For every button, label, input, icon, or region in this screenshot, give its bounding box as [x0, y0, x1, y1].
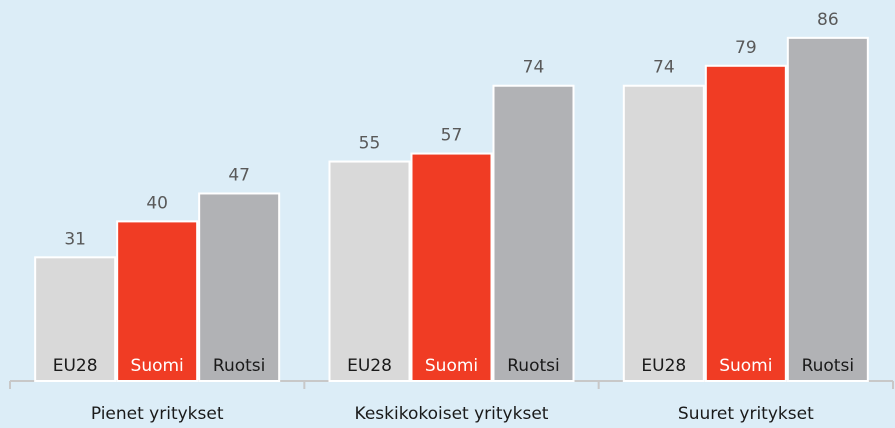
series-label: Suomi [131, 356, 184, 376]
bar [328, 160, 411, 382]
series-label: Ruotsi [213, 356, 265, 376]
value-label: 79 [735, 38, 757, 58]
bar [34, 256, 117, 382]
value-label: 74 [653, 58, 675, 78]
series-label: EU28 [347, 356, 392, 376]
bar [116, 220, 199, 382]
bar [786, 36, 869, 383]
value-label: 57 [441, 126, 463, 146]
value-label: 40 [146, 193, 168, 213]
series-label: Suomi [425, 356, 478, 376]
bar [410, 152, 493, 382]
x-tick-label: Keskikokoiset yritykset [355, 404, 549, 424]
x-tick-label: Suuret yritykset [678, 404, 814, 424]
series-label: Suomi [719, 356, 772, 376]
series-label: Ruotsi [507, 356, 559, 376]
value-label: 55 [359, 134, 381, 154]
value-label: 31 [64, 229, 86, 249]
bar [704, 64, 787, 382]
series-label: EU28 [641, 356, 686, 376]
series-label: EU28 [53, 356, 98, 376]
series-label: Ruotsi [802, 356, 854, 376]
value-label: 47 [228, 165, 250, 185]
bar [198, 192, 281, 382]
bar [622, 84, 705, 383]
value-label: 74 [523, 58, 545, 78]
x-tick-label: Pienet yritykset [91, 404, 224, 424]
value-label: 86 [817, 10, 839, 30]
bar [492, 84, 575, 383]
